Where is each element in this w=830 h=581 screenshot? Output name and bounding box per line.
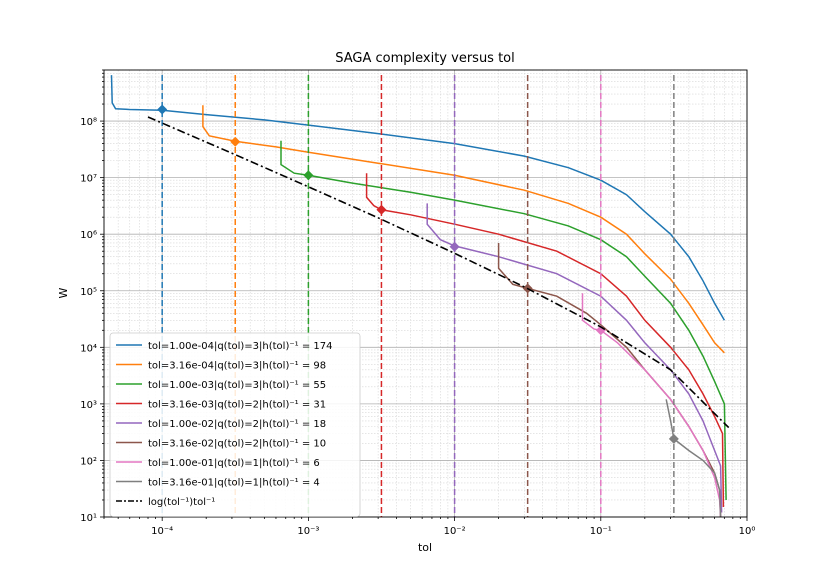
y-tick-label: 10⁵ — [80, 287, 97, 298]
legend-entry-label: tol=3.16e-02|q(tol)=2|h(tol)⁻¹ = 10 — [148, 439, 326, 450]
y-tick-label: 10³ — [80, 400, 97, 411]
reference-line — [147, 116, 730, 429]
legend-box — [109, 332, 361, 517]
y-tick-label: 10⁴ — [80, 343, 97, 354]
y-tick-label: 10² — [80, 456, 97, 467]
legend-entry-label: tol=3.16e-01|q(tol)=1|h(tol)⁻¹ = 4 — [148, 478, 320, 489]
series-diamond-marker — [449, 241, 460, 252]
legend: tol=1.00e-04|q(tol)=3|h(tol)⁻¹ = 174 tol=… — [109, 332, 361, 517]
y-tick-label: 10⁶ — [80, 230, 97, 241]
legend-entry-label: tol=1.00e-02|q(tol)=2|h(tol)⁻¹ = 18 — [148, 419, 326, 430]
series-diamond-marker — [376, 204, 387, 215]
series-line — [426, 203, 723, 513]
series-line — [110, 75, 726, 321]
x-tick-label: 10⁰ — [739, 526, 756, 537]
y-axis-label: W — [57, 287, 70, 298]
x-tick-label: 10⁻¹ — [590, 526, 612, 537]
legend-entry-label: tol=1.00e-03|q(tol)=3|h(tol)⁻¹ = 55 — [148, 380, 326, 391]
x-tick-label: 10⁻³ — [297, 526, 319, 537]
series-line — [202, 105, 725, 354]
series-line — [665, 399, 722, 517]
series-diamond-marker — [303, 170, 314, 181]
series-line — [581, 293, 722, 517]
chart-title: SAGA complexity versus tol — [335, 51, 515, 66]
x-axis-label: tol — [418, 541, 432, 554]
x-tick-label: 10⁻² — [444, 526, 466, 537]
y-tick-label: 10⁸ — [80, 117, 97, 128]
legend-entry-label: tol=1.00e-01|q(tol)=1|h(tol)⁻¹ = 6 — [148, 458, 320, 469]
series-diamond-marker — [157, 104, 168, 115]
y-tick-label: 10⁷ — [80, 174, 97, 185]
series-group — [110, 75, 730, 517]
series-diamond-marker — [668, 433, 679, 444]
legend-entry-label: tol=3.16e-04|q(tol)=3|h(tol)⁻¹ = 98 — [148, 361, 326, 372]
series-line — [497, 243, 722, 517]
series-diamond-marker — [230, 136, 241, 147]
y-tick-label: 10¹ — [80, 513, 97, 524]
legend-entry-label: tol=1.00e-04|q(tol)=3|h(tol)⁻¹ = 174 — [148, 341, 332, 352]
legend-entry-label: log(tol⁻¹)tol⁻¹ — [148, 497, 215, 508]
legend-entry-label: tol=3.16e-03|q(tol)=2|h(tol)⁻¹ = 31 — [148, 400, 326, 411]
x-tick-label: 10⁻⁴ — [151, 526, 173, 537]
